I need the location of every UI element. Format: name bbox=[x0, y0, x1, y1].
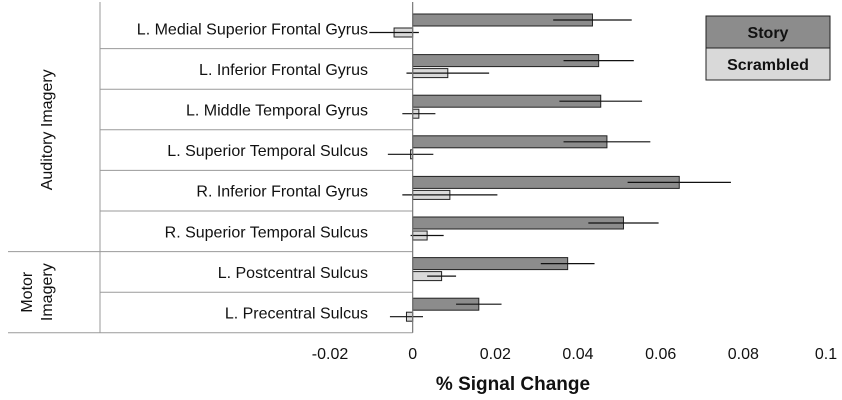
group-label: Motor Imagery bbox=[19, 263, 56, 321]
category-label: R. Inferior Frontal Gyrus bbox=[196, 184, 368, 201]
x-axis-label: % Signal Change bbox=[436, 374, 590, 395]
legend-swatch bbox=[705, 15, 831, 49]
x-tick-label: 0.1 bbox=[815, 346, 837, 363]
category-label: L. Inferior Frontal Gyrus bbox=[199, 62, 368, 79]
x-tick-label: 0.02 bbox=[480, 346, 511, 363]
category-label: R. Superior Temporal Sulcus bbox=[165, 224, 368, 241]
x-tick-label: 0.06 bbox=[645, 346, 676, 363]
legend-swatch bbox=[705, 47, 831, 81]
category-labels: L. Medial Superior Frontal Gyrus L. Infer… bbox=[137, 21, 368, 322]
error-bars bbox=[369, 19, 731, 318]
bars bbox=[393, 13, 680, 322]
legend-label: Scrambled bbox=[727, 57, 809, 74]
x-tick-label: 0.04 bbox=[562, 346, 593, 363]
category-label: L. Medial Superior Frontal Gyrus bbox=[137, 21, 368, 38]
legend-label: Story bbox=[748, 25, 789, 42]
x-tick-label: -0.02 bbox=[312, 346, 349, 363]
x-tick-label: 0 bbox=[408, 346, 417, 363]
chart-frame bbox=[8, 2, 413, 334]
group-labels: Auditory Imagery Motor Imagery bbox=[19, 69, 56, 321]
group-label: Auditory Imagery bbox=[39, 69, 56, 190]
x-tick-label: 0.08 bbox=[728, 346, 759, 363]
x-axis: -0.02 0 0.02 0.04 0.06 0.08 0.1 bbox=[312, 2, 837, 363]
category-label: L. Superior Temporal Sulcus bbox=[167, 143, 368, 160]
category-label: L. Postcentral Sulcus bbox=[218, 265, 368, 282]
category-label: L. Middle Temporal Gyrus bbox=[186, 103, 368, 120]
legend: Story Scrambled bbox=[705, 15, 831, 81]
category-label: L. Precentral Sulcus bbox=[225, 306, 368, 323]
